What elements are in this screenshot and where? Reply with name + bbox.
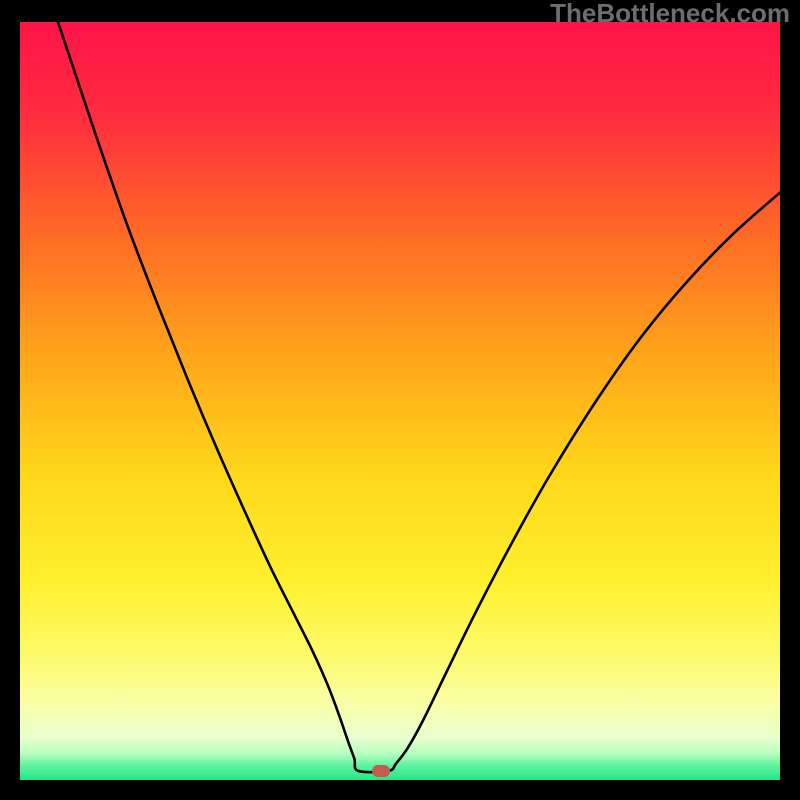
bottleneck-chart [20,22,780,780]
target-marker [372,765,390,777]
watermark-text: TheBottleneck.com [550,0,790,29]
bottleneck-curve [20,22,780,780]
